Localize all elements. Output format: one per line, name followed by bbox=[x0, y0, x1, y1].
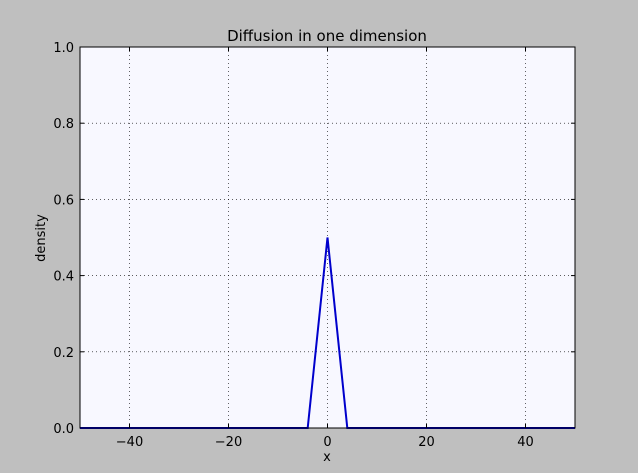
y-tick-label: 0.6 bbox=[53, 193, 74, 208]
y-tick-label: 0.2 bbox=[53, 346, 74, 361]
tick-marks bbox=[80, 46, 575, 429]
x-tick-label: −40 bbox=[116, 435, 143, 450]
x-tick-label: 40 bbox=[517, 435, 534, 450]
y-tick-label: 0.8 bbox=[53, 117, 74, 132]
y-tick-label: 1.0 bbox=[53, 41, 74, 56]
x-tick-label: 20 bbox=[418, 435, 435, 450]
x-tick-label: 0 bbox=[323, 435, 331, 450]
chart-title: Diffusion in one dimension bbox=[227, 27, 427, 45]
y-tick-label: 0.4 bbox=[53, 270, 74, 285]
y-axis-label: density bbox=[34, 214, 49, 262]
grid-lines bbox=[80, 47, 575, 428]
x-axis-label: x bbox=[323, 450, 331, 465]
y-tick-label: 0.0 bbox=[53, 422, 74, 437]
y-tick-labels: 0.0 0.2 0.4 0.6 0.8 1.0 bbox=[53, 41, 74, 437]
x-tick-label: −20 bbox=[215, 435, 242, 450]
x-tick-labels: −40 −20 0 20 40 bbox=[116, 435, 534, 450]
